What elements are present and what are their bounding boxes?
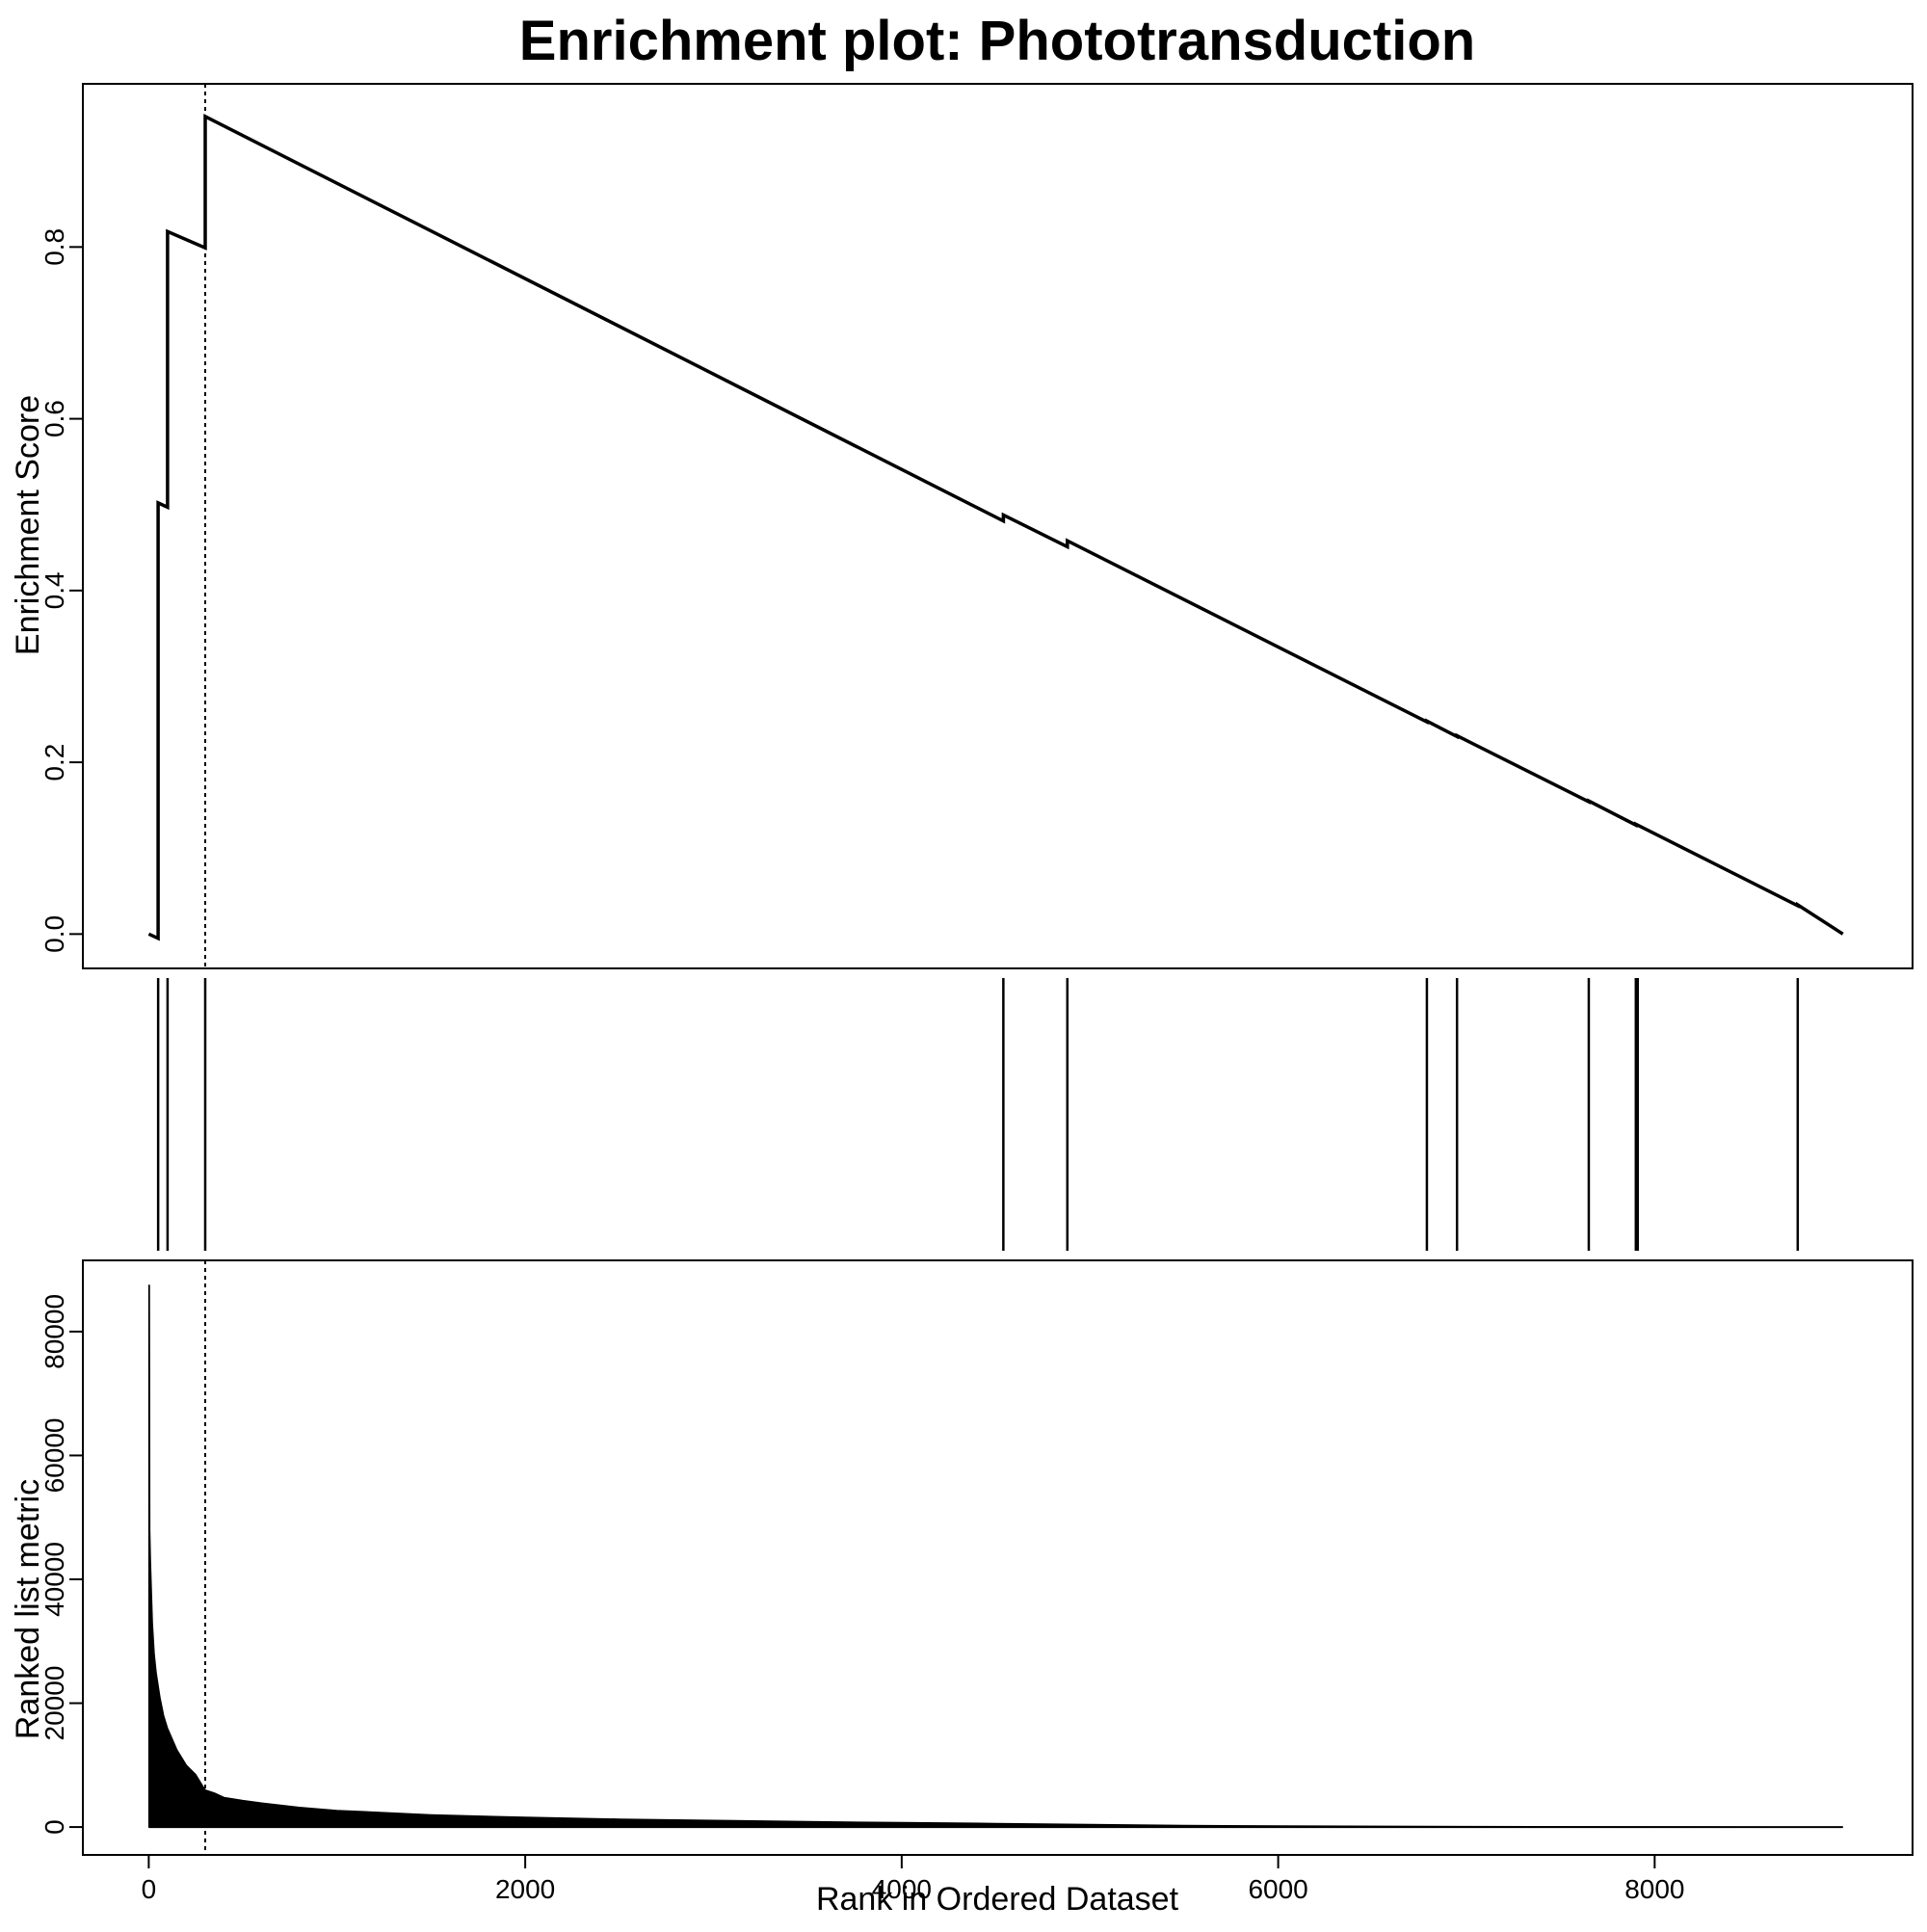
enrichment-score-line xyxy=(147,114,1844,941)
enrichment-y-tick-label: 0.0 xyxy=(40,915,69,953)
ranked-metric-y-tick-label: 0 xyxy=(40,1819,69,1835)
ranked-metric-y-tick-label: 20000 xyxy=(40,1666,69,1741)
enrichment-y-tick-label: 0.6 xyxy=(40,400,69,437)
ranked-metric-y-tick-label: 40000 xyxy=(40,1542,69,1617)
y-axis-label-enrichment: Enrichment Score xyxy=(10,395,46,655)
x-axis-label: Rank in Ordered Dataset xyxy=(816,1881,1179,1918)
x-tick-label: 0 xyxy=(142,1874,157,1904)
x-tick-label: 2000 xyxy=(495,1874,555,1904)
ranked-metric-panel-frame xyxy=(82,1259,1914,1856)
y-axis-label-ranked-metric: Ranked list metric xyxy=(10,1479,46,1739)
enrichment-y-tick-label: 0.8 xyxy=(40,228,69,266)
ranked-metric-y-tick-label: 60000 xyxy=(40,1418,69,1494)
x-tick-label: 8000 xyxy=(1624,1874,1684,1904)
x-tick-label: 6000 xyxy=(1248,1874,1307,1904)
enrichment-y-tick-label: 0.4 xyxy=(40,571,69,609)
chart-title: Enrichment plot: Phototransduction xyxy=(519,10,1475,72)
x-tick-label: 4000 xyxy=(872,1874,932,1904)
ranked-metric-y-tick-label: 80000 xyxy=(40,1294,69,1369)
enrichment-panel-frame xyxy=(82,83,1914,969)
enrichment-y-tick-label: 0.2 xyxy=(40,744,69,781)
ranked-metric-area xyxy=(147,1284,1843,1828)
